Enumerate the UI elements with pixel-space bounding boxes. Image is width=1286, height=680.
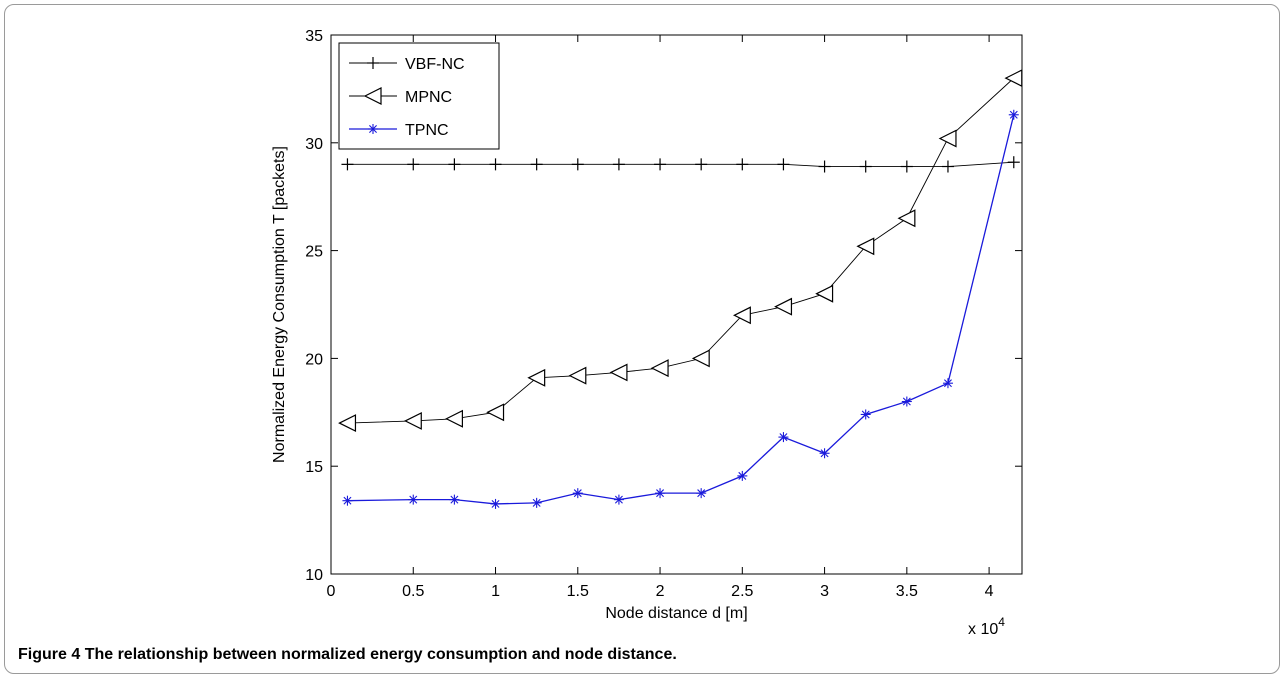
data-point-vbf-nc [530,158,543,171]
data-point-vbf-nc [407,158,420,171]
x-tick-label: 3 [820,583,829,600]
x-tick-label: 0.5 [402,583,424,600]
x-tick-label: 0 [327,583,336,600]
data-point-mpnc [732,306,751,325]
x-axis-label: Node distance d [m] [605,605,747,622]
data-point-vbf-nc [818,160,831,173]
series-line-vbf-nc [347,161,1014,167]
y-tick-label: 25 [305,244,323,261]
data-point-mpnc [445,409,463,428]
data-point-vbf-nc [695,158,708,171]
legend-marker-vbf-nc [367,57,379,69]
data-point-vbf-nc [341,158,354,171]
x-tick-label: 1.5 [567,583,589,600]
data-point-tpnc [942,378,953,389]
data-point-mpnc [486,403,505,422]
data-point-tpnc [737,470,748,481]
x-axis-multiplier-exponent: 4 [998,615,1005,629]
data-point-mpnc [856,237,875,256]
data-point-mpnc [938,129,957,148]
legend-label-vbf-nc: VBF-NC [405,56,465,73]
y-axis-label: Normalized Energy Consumption T [packets… [271,146,288,463]
data-point-mpnc [609,363,628,382]
data-point-tpnc [778,432,789,443]
data-point-tpnc [531,497,542,508]
data-point-tpnc [901,396,912,407]
data-point-vbf-nc [654,158,667,171]
data-point-vbf-nc [736,158,749,171]
axes-box [330,34,1023,575]
data-point-vbf-nc [612,158,625,171]
data-point-tpnc [655,488,666,499]
data-point-tpnc [342,495,353,506]
data-point-tpnc [1008,109,1019,120]
data-point-mpnc [338,414,357,433]
data-point-tpnc [572,488,583,499]
legend-label-mpnc: MPNC [405,89,452,106]
data-point-vbf-nc [777,158,790,171]
data-point-tpnc [613,494,624,505]
data-point-vbf-nc [900,160,913,173]
data-point-vbf-nc [489,158,502,171]
data-point-tpnc [819,448,830,459]
data-point-tpnc [860,409,871,420]
data-point-mpnc [568,366,587,385]
data-point-vbf-nc [1007,156,1020,169]
series-line-tpnc [347,114,1015,505]
y-tick-label: 30 [305,136,323,153]
y-tick-label: 15 [305,459,323,476]
figure-caption: Figure 4 The relationship between normal… [18,646,677,664]
y-tick-label: 20 [305,351,323,368]
y-tick-label: 10 [305,567,323,584]
legend-marker-tpnc [368,124,378,134]
data-point-mpnc [403,411,422,430]
axes-layer: 0 0.5 1 1.5 2 2.5 3 3.5 4 10 15 20 25 30 35 Node distan… [271,28,1023,638]
chart: 0 0.5 1 1.5 2 2.5 3 3.5 4 10 15 20 25 30 35 Node distan… [271,28,1023,638]
data-point-mpnc [774,297,793,316]
data-point-tpnc [408,494,419,505]
legend-label-tpnc: TPNC [405,122,449,139]
legend-marker-mpnc [363,87,382,105]
figure-caption-label: Figure 4 [18,646,81,663]
data-point-tpnc [490,498,501,509]
data-point-mpnc [650,359,669,378]
data-point-vbf-nc [941,160,954,173]
data-point-mpnc [691,349,710,368]
data-point-mpnc [897,209,916,228]
legend-box [338,42,500,150]
data-point-vbf-nc [859,160,872,173]
figure-caption-text: The relationship between normalized ener… [84,646,677,663]
data-point-mpnc [527,368,546,387]
series-line-mpnc [347,77,1015,424]
x-tick-label: 3.5 [896,583,918,600]
x-tick-label: 1 [491,583,500,600]
data-point-vbf-nc [571,158,584,171]
x-axis-multiplier: x 104 [968,615,1005,638]
data-point-vbf-nc [448,158,461,171]
x-tick-label: 4 [985,583,994,600]
x-tick-label: 2.5 [731,583,753,600]
y-tick-label: 35 [305,28,323,45]
x-tick-label: 2 [656,583,665,600]
data-point-tpnc [696,488,707,499]
series-layer [338,69,1023,509]
data-point-mpnc [815,284,834,303]
data-point-tpnc [449,494,460,505]
legend: VBF-NC MPNC TPNC [338,42,500,150]
